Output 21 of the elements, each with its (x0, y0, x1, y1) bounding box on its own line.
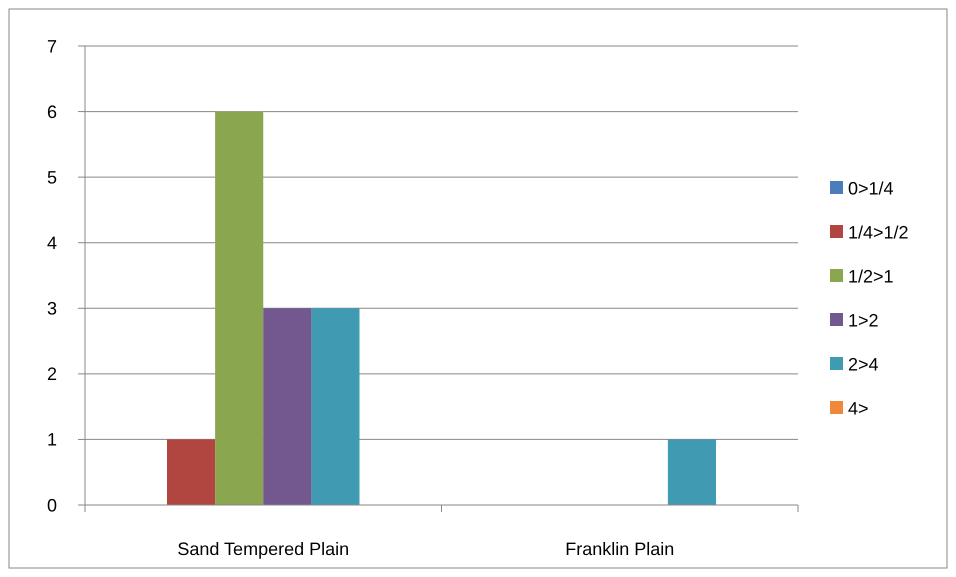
legend-label: 4> (848, 398, 869, 418)
bar (311, 308, 360, 505)
legend-label: 1/4>1/2 (848, 222, 909, 242)
y-tick-label: 6 (46, 102, 57, 122)
bar (166, 439, 216, 505)
y-tick-label: 4 (46, 233, 57, 254)
y-tick-label: 1 (46, 430, 57, 450)
bar (668, 439, 716, 505)
x-tick-label: Franklin Plain (565, 539, 674, 559)
y-tick-label: 3 (46, 298, 57, 319)
y-tick-label: 0 (46, 495, 57, 516)
y-tick-label: 7 (46, 36, 57, 56)
legend-label: 1/2>1 (848, 266, 894, 286)
x-tick-label: Sand Tempered Plain (177, 539, 350, 559)
legend-label: 2>4 (848, 354, 879, 374)
bar (215, 112, 264, 505)
legend-label: 0>1/4 (848, 178, 894, 198)
bar (263, 308, 312, 505)
y-tick-label: 2 (46, 364, 57, 384)
legend-label: 1>2 (848, 310, 879, 330)
y-tick-label: 5 (46, 167, 57, 188)
